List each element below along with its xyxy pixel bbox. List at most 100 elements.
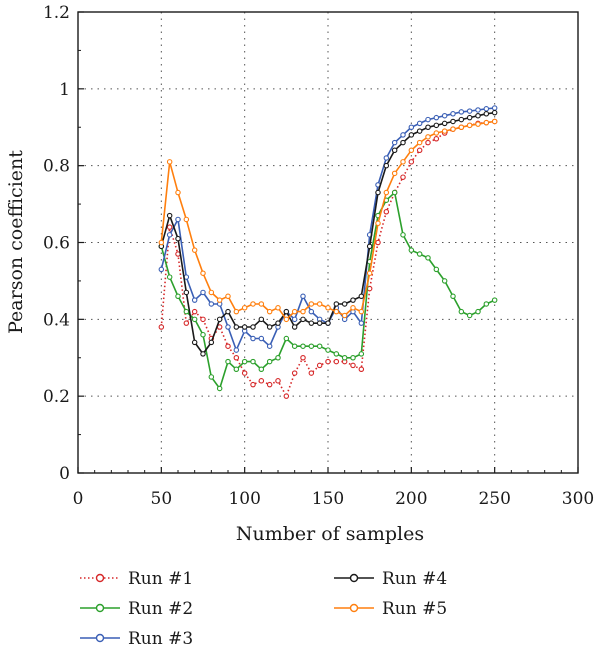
data-point bbox=[441, 278, 448, 284]
data-point bbox=[400, 139, 406, 146]
data-point bbox=[266, 343, 273, 349]
data-point bbox=[225, 308, 231, 315]
legend-label: Run #3 bbox=[128, 629, 193, 649]
data-point bbox=[491, 109, 498, 116]
data-point bbox=[241, 305, 248, 311]
data-point bbox=[416, 120, 423, 127]
data-point bbox=[283, 335, 290, 342]
data-point bbox=[275, 378, 281, 384]
data-point bbox=[208, 301, 215, 307]
data-point bbox=[425, 116, 431, 123]
data-point bbox=[483, 106, 490, 112]
legend-item: Run #4 bbox=[334, 569, 447, 589]
data-point bbox=[450, 293, 456, 300]
data-point bbox=[191, 308, 198, 315]
data-point bbox=[466, 108, 473, 114]
series-group bbox=[158, 105, 498, 399]
data-point bbox=[441, 120, 448, 127]
data-point bbox=[366, 270, 373, 276]
axis-ticks: 0 50 100 150 200 250 300 0 0.2 0.4 0.6 0.8 1 1.2 bbox=[43, 3, 594, 509]
data-point bbox=[291, 324, 298, 330]
data-point bbox=[441, 128, 448, 134]
data-point bbox=[191, 247, 198, 253]
data-point bbox=[275, 354, 281, 361]
data-point bbox=[408, 159, 415, 165]
data-point bbox=[450, 111, 456, 117]
y-tick-label: 1.2 bbox=[43, 3, 70, 23]
data-point bbox=[341, 301, 348, 307]
data-point bbox=[375, 189, 381, 196]
data-point bbox=[325, 358, 331, 365]
data-point bbox=[433, 266, 440, 273]
data-point bbox=[258, 316, 265, 323]
x-tick-label: 150 bbox=[312, 489, 344, 509]
data-point bbox=[450, 118, 456, 125]
data-point bbox=[491, 105, 498, 111]
data-point bbox=[425, 139, 431, 146]
legend-label: Run #5 bbox=[382, 599, 447, 619]
data-point bbox=[408, 247, 415, 253]
data-point bbox=[191, 339, 198, 346]
data-point bbox=[491, 297, 498, 303]
data-point bbox=[166, 159, 173, 165]
data-point bbox=[350, 362, 356, 369]
data-point bbox=[375, 239, 381, 246]
data-point bbox=[275, 320, 281, 326]
y-tick-label: 0.4 bbox=[43, 310, 70, 330]
x-tick-label: 300 bbox=[562, 489, 594, 509]
data-point bbox=[216, 316, 223, 323]
data-point bbox=[325, 305, 331, 311]
legend-label: Run #1 bbox=[128, 569, 193, 589]
data-point bbox=[316, 320, 323, 326]
data-point bbox=[275, 305, 281, 311]
data-point bbox=[333, 358, 340, 365]
data-point bbox=[250, 324, 256, 330]
data-point bbox=[250, 358, 256, 365]
data-point bbox=[258, 335, 265, 342]
data-point bbox=[375, 220, 381, 227]
data-point bbox=[258, 366, 265, 373]
data-point bbox=[416, 251, 423, 257]
legend: Run #1 Run #2 Run #3 Run #4 Run #5 bbox=[80, 569, 447, 649]
data-point bbox=[333, 351, 340, 357]
legend-item: Run #3 bbox=[80, 629, 193, 649]
data-point bbox=[241, 324, 248, 330]
x-tick-label: 50 bbox=[151, 489, 173, 509]
data-point bbox=[408, 147, 415, 154]
data-point bbox=[250, 301, 256, 307]
data-point bbox=[225, 324, 231, 330]
data-point bbox=[241, 358, 248, 365]
data-point bbox=[491, 118, 498, 125]
data-point bbox=[258, 301, 265, 307]
data-point bbox=[425, 255, 431, 261]
data-point bbox=[158, 324, 165, 330]
data-point bbox=[208, 374, 215, 380]
data-point bbox=[483, 301, 490, 307]
x-axis-title: Number of samples bbox=[236, 523, 424, 545]
data-point bbox=[300, 293, 306, 300]
data-point bbox=[291, 343, 298, 349]
data-point bbox=[400, 174, 406, 180]
data-point bbox=[233, 347, 240, 353]
series-4 bbox=[158, 109, 498, 357]
data-point bbox=[308, 370, 315, 376]
data-point bbox=[250, 335, 256, 342]
data-point bbox=[208, 339, 215, 346]
data-point bbox=[391, 139, 398, 146]
data-point bbox=[191, 316, 198, 323]
data-point bbox=[283, 308, 290, 315]
data-point bbox=[400, 132, 406, 138]
series-line bbox=[160, 107, 495, 351]
data-point bbox=[283, 316, 290, 323]
legend-marker bbox=[349, 573, 359, 583]
data-point bbox=[458, 308, 465, 315]
series-1 bbox=[158, 118, 498, 399]
data-point bbox=[350, 297, 356, 303]
data-point bbox=[466, 122, 473, 129]
data-point bbox=[358, 308, 365, 315]
plot-frame bbox=[77, 11, 579, 474]
legend-item: Run #1 bbox=[80, 569, 193, 589]
data-point bbox=[200, 270, 206, 276]
grid-lines bbox=[78, 12, 578, 473]
